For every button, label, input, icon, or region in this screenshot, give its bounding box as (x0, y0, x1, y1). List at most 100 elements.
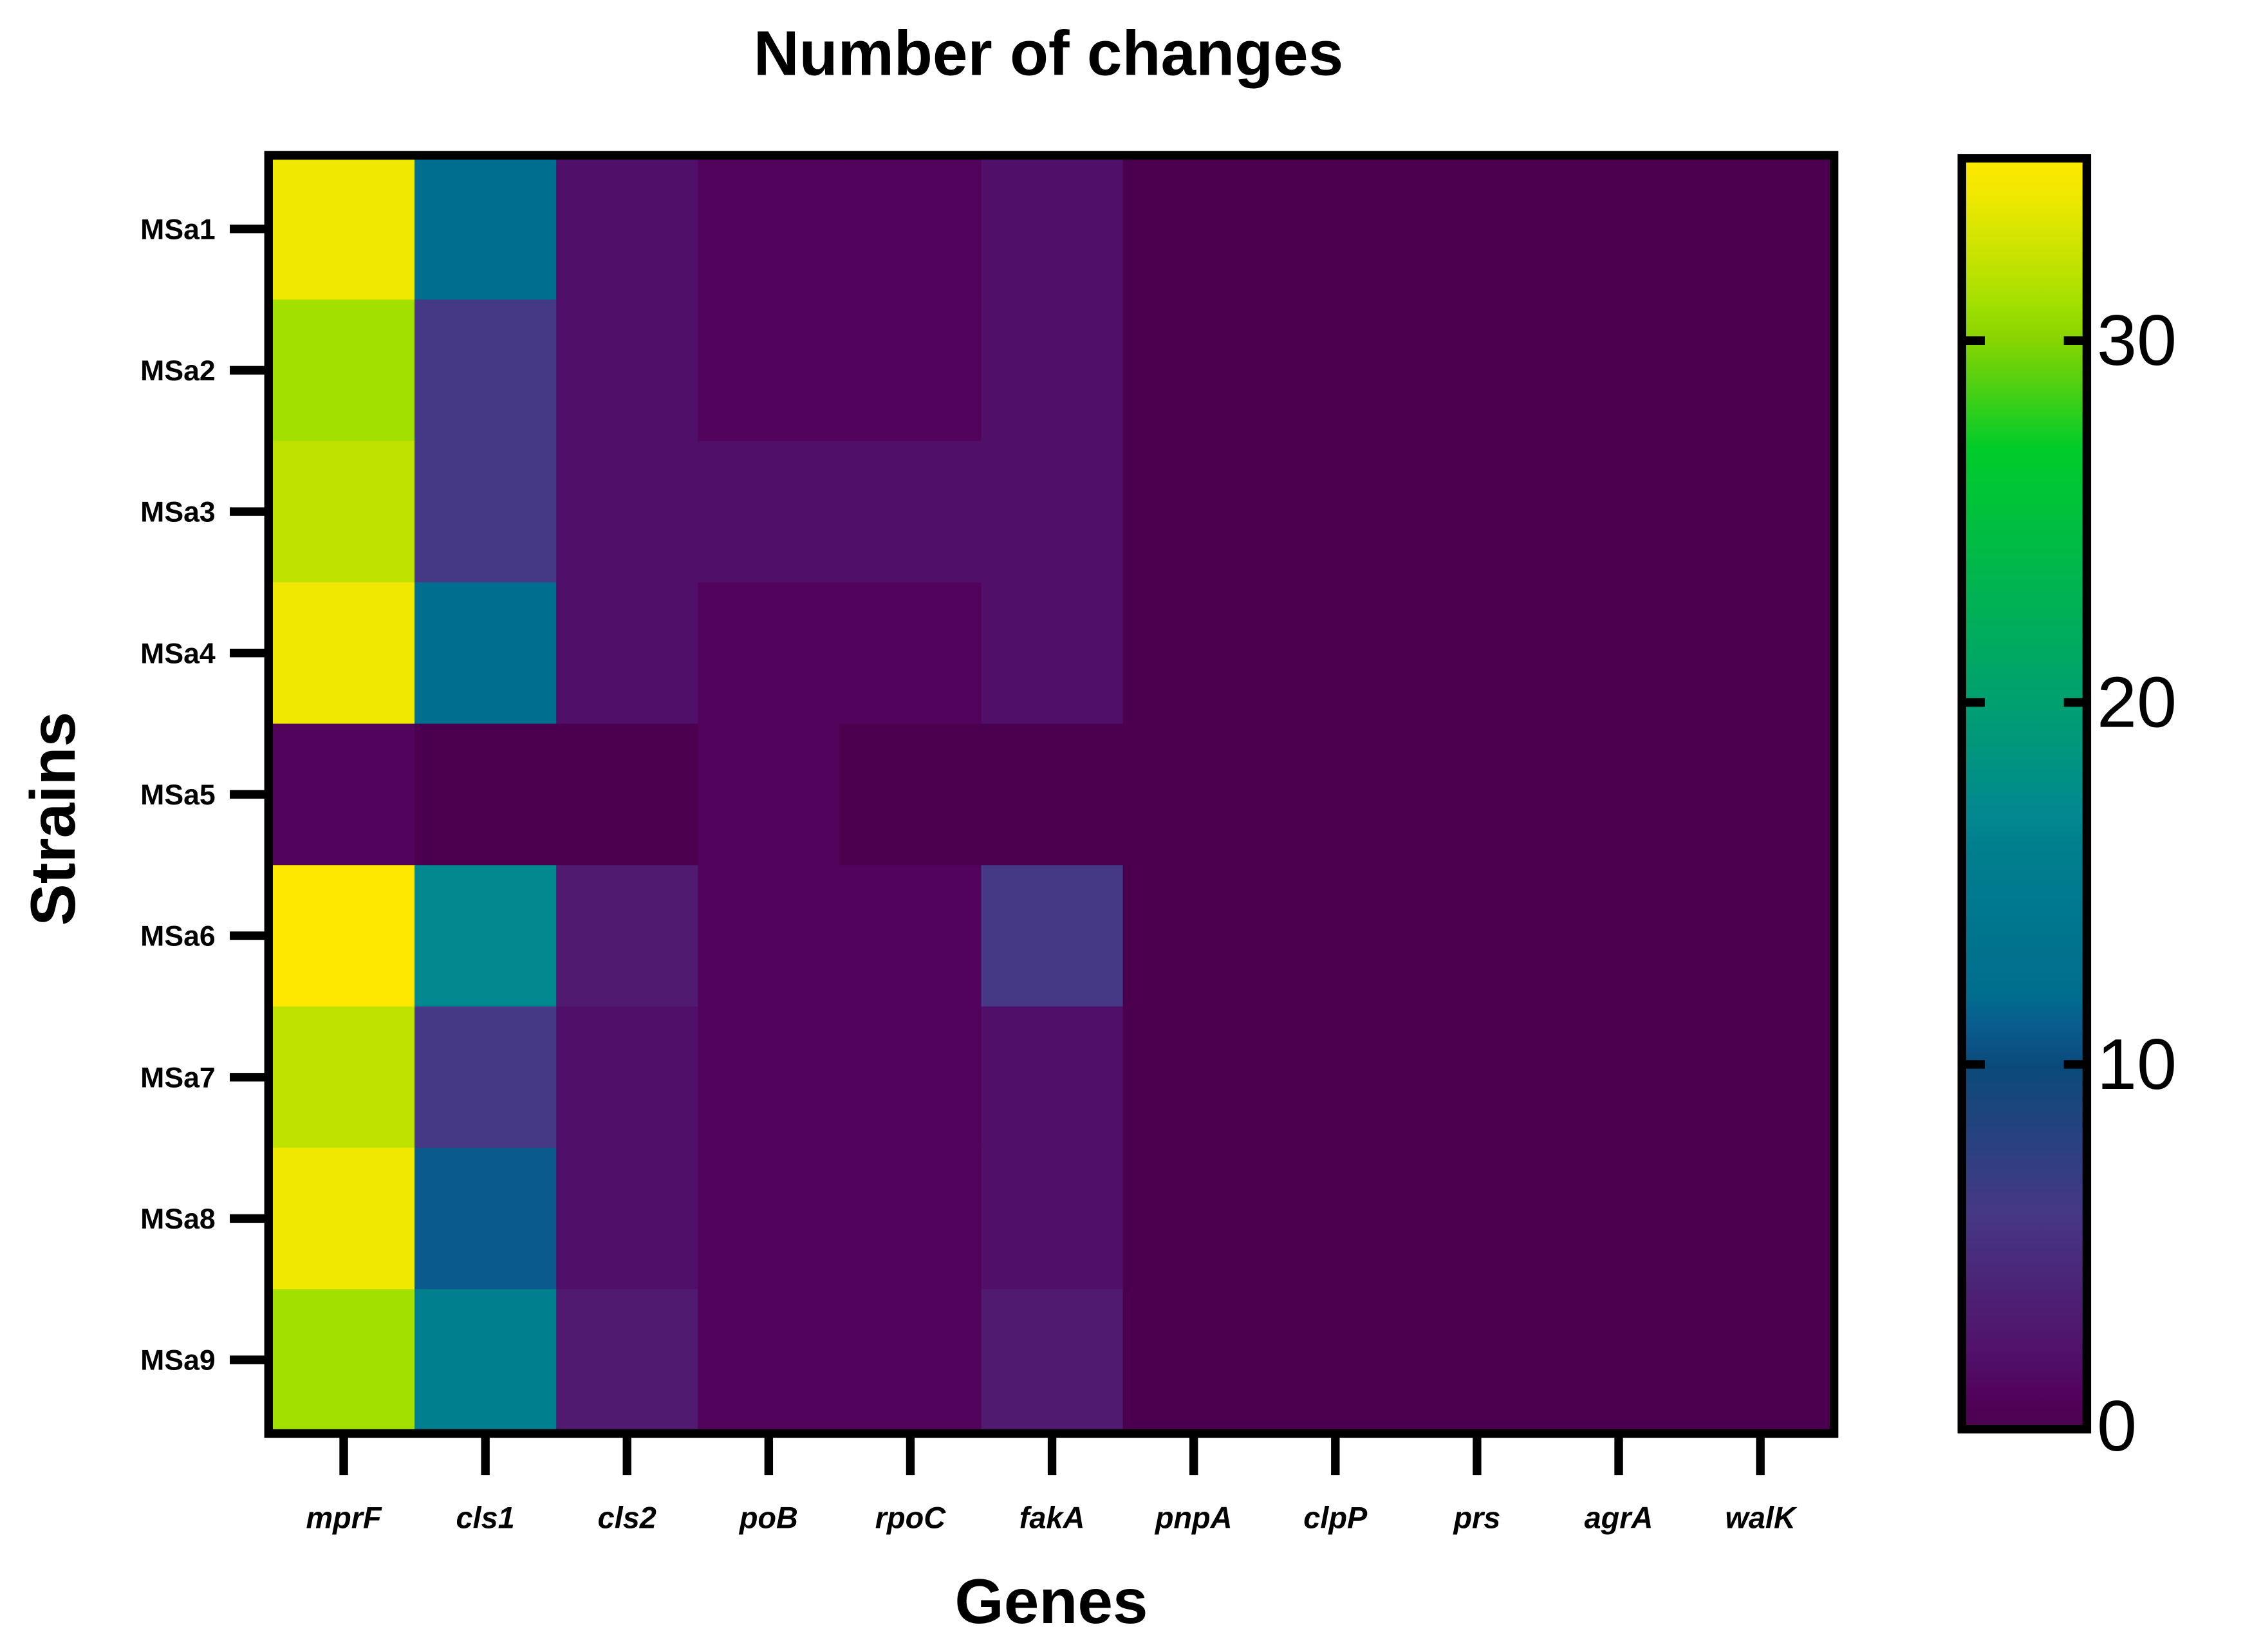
heatmap-cell-MSa2-clpP (1264, 299, 1408, 442)
heatmap-cell-MSa9-poB (698, 1289, 841, 1432)
heatmap-cell-MSa5-prs (1406, 723, 1549, 866)
x-tick-label: cls2 (598, 1501, 656, 1535)
heatmap-cell-MSa1-prs (1406, 158, 1549, 301)
heatmap-cell-MSa7-fakA (981, 1006, 1124, 1149)
heatmap-cell-MSa5-rpoC (839, 723, 982, 866)
heatmap-cells (272, 158, 1832, 1432)
heatmap-cell-MSa5-fakA (981, 723, 1124, 866)
heatmap-cell-MSa4-pnpA (1122, 582, 1266, 725)
heatmap-cell-MSa4-poB (698, 582, 841, 725)
heatmap-cell-MSa5-agrA (1547, 723, 1691, 866)
heatmap-cell-MSa1-walK (1689, 158, 1832, 301)
heatmap-cell-MSa8-clpP (1264, 1147, 1408, 1290)
heatmap-cell-MSa4-clpP (1264, 582, 1408, 725)
heatmap-cell-MSa4-fakA (981, 582, 1124, 725)
heatmap-cell-MSa3-poB (698, 441, 841, 584)
heatmap-cell-MSa3-cls1 (414, 441, 557, 584)
heatmap-cell-MSa2-mprF (272, 299, 416, 442)
heatmap-cell-MSa9-prs (1406, 1289, 1549, 1432)
heatmap-cell-MSa9-mprF (272, 1289, 416, 1432)
y-tick-label: MSa6 (140, 921, 216, 952)
heatmap-cell-MSa1-cls1 (414, 158, 557, 301)
heatmap-cell-MSa7-agrA (1547, 1006, 1691, 1149)
heatmap-cell-MSa5-cls1 (414, 723, 557, 866)
heatmap-cell-MSa8-rpoC (839, 1147, 982, 1290)
heatmap-cell-MSa1-fakA (981, 158, 1124, 301)
heatmap-cell-MSa8-cls1 (414, 1147, 557, 1290)
heatmap-cell-MSa1-pnpA (1122, 158, 1266, 301)
heatmap-cell-MSa2-agrA (1547, 299, 1691, 442)
heatmap-cell-MSa9-clpP (1264, 1289, 1408, 1432)
heatmap-cell-MSa8-poB (698, 1147, 841, 1290)
heatmap-cell-MSa4-cls2 (556, 582, 699, 725)
heatmap-cell-MSa9-pnpA (1122, 1289, 1266, 1432)
heatmap-cell-MSa1-poB (698, 158, 841, 301)
heatmap-cell-MSa1-mprF (272, 158, 416, 301)
heatmap-cell-MSa2-poB (698, 299, 841, 442)
heatmap-cell-MSa7-prs (1406, 1006, 1549, 1149)
heatmap-cell-MSa3-walK (1689, 441, 1832, 584)
heatmap-cell-MSa3-rpoC (839, 441, 982, 584)
heatmap-cell-MSa4-mprF (272, 582, 416, 725)
heatmap-cell-MSa8-prs (1406, 1147, 1549, 1290)
colorbar-tick-label: 0 (2097, 1386, 2137, 1466)
heatmap-cell-MSa6-poB (698, 865, 841, 1008)
heatmap-cell-MSa6-cls1 (414, 865, 557, 1008)
heatmap-cell-MSa1-clpP (1264, 158, 1408, 301)
x-axis-label: Genes (954, 1566, 1148, 1637)
heatmap-cell-MSa9-agrA (1547, 1289, 1691, 1432)
x-tick-label: cls1 (456, 1501, 515, 1535)
heatmap-cell-MSa9-walK (1689, 1289, 1832, 1432)
chart-title: Number of changes (754, 17, 1343, 88)
heatmap-cell-MSa3-prs (1406, 441, 1549, 584)
heatmap-cell-MSa4-agrA (1547, 582, 1691, 725)
y-tick-label: MSa1 (140, 214, 216, 245)
heatmap-cell-MSa4-rpoC (839, 582, 982, 725)
heatmap-cell-MSa6-prs (1406, 865, 1549, 1008)
heatmap-cell-MSa5-poB (698, 723, 841, 866)
x-axis: mprF cls1 cls2 poB rpoC fakA pnpA clpP prs agrA wa… (306, 1433, 1798, 1535)
heatmap-cell-MSa5-pnpA (1122, 723, 1266, 866)
colorbar-tick-label: 10 (2097, 1024, 2177, 1104)
y-tick-label: MSa5 (140, 779, 216, 811)
y-tick-label: MSa8 (140, 1203, 216, 1235)
heatmap-cell-MSa4-cls1 (414, 582, 557, 725)
heatmap-cell-MSa6-walK (1689, 865, 1832, 1008)
heatmap-cell-MSa9-rpoC (839, 1289, 982, 1432)
heatmap-cell-MSa6-clpP (1264, 865, 1408, 1008)
heatmap-cell-MSa7-cls1 (414, 1006, 557, 1149)
heatmap-cell-MSa3-clpP (1264, 441, 1408, 584)
y-tick-label: MSa9 (140, 1345, 216, 1377)
heatmap-cell-MSa1-agrA (1547, 158, 1691, 301)
x-tick-label: prs (1452, 1501, 1500, 1535)
heatmap-cell-MSa7-cls2 (556, 1006, 699, 1149)
heatmap-cell-MSa6-cls2 (556, 865, 699, 1008)
heatmap-cell-MSa3-cls2 (556, 441, 699, 584)
heatmap-cell-MSa2-cls2 (556, 299, 699, 442)
y-tick-label: MSa7 (140, 1062, 216, 1093)
heatmap-cell-MSa5-walK (1689, 723, 1832, 866)
heatmap-cell-MSa3-fakA (981, 441, 1124, 584)
heatmap-cell-MSa6-agrA (1547, 865, 1691, 1008)
heatmap-cell-MSa6-mprF (272, 865, 416, 1008)
heatmap-cell-MSa8-cls2 (556, 1147, 699, 1290)
heatmap-cell-MSa2-pnpA (1122, 299, 1266, 442)
y-axis-label: Strains (17, 712, 88, 926)
heatmap-cell-MSa2-fakA (981, 299, 1124, 442)
heatmap-cell-MSa7-pnpA (1122, 1006, 1266, 1149)
colorbar-tick-label: 30 (2097, 300, 2177, 380)
x-tick-label: clpP (1303, 1501, 1368, 1535)
heatmap-cell-MSa6-pnpA (1122, 865, 1266, 1008)
heatmap-cell-MSa7-mprF (272, 1006, 416, 1149)
heatmap-cell-MSa2-walK (1689, 299, 1832, 442)
x-tick-label: walK (1725, 1501, 1798, 1535)
x-tick-label: mprF (306, 1501, 382, 1535)
heatmap-cell-MSa8-walK (1689, 1147, 1832, 1290)
colorbar (1957, 154, 2092, 1434)
heatmap-cell-MSa2-prs (1406, 299, 1549, 442)
heatmap-cell-MSa5-mprF (272, 723, 416, 866)
heatmap-cell-MSa1-rpoC (839, 158, 982, 301)
heatmap-cell-MSa8-agrA (1547, 1147, 1691, 1290)
heatmap-cell-MSa9-fakA (981, 1289, 1124, 1432)
